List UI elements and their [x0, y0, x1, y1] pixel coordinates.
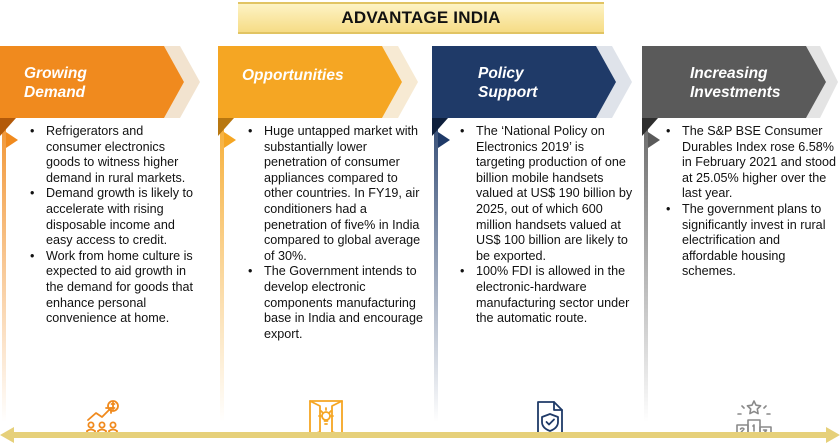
heading-line: Policy: [478, 65, 524, 82]
bullet-item: The ‘National Policy on Electronics 2019…: [456, 124, 636, 264]
page-title: ADVANTAGE INDIA: [341, 8, 501, 27]
heading-line: Growing: [24, 65, 87, 82]
column-policy-support: Policy Support The ‘National Policy on E…: [432, 44, 632, 434]
column-frame: [432, 46, 632, 422]
heading-line: Demand: [24, 84, 86, 101]
bullet-list: The S&P BSE Consumer Durables Index rose…: [662, 124, 838, 280]
bullet-item: Refrigerators and consumer electronics g…: [26, 124, 202, 186]
bullet-item: Work from home culture is expected to ai…: [26, 249, 202, 327]
column-frame: [218, 46, 418, 422]
bullet-item: Huge untapped market with substantially …: [244, 124, 424, 264]
heading-line: Support: [478, 84, 538, 101]
growth-people-icon: [86, 400, 119, 437]
bullet-item: The S&P BSE Consumer Durables Index rose…: [662, 124, 838, 202]
column-frame: [0, 46, 200, 422]
heading-line: Increasing: [690, 65, 768, 82]
column-heading: Policy Support: [478, 64, 618, 102]
column-growing-demand: Growing Demand Refrigerators and consume…: [0, 44, 200, 434]
title-band: [238, 2, 604, 34]
column-heading: Increasing Investments: [690, 64, 820, 102]
column-frame: [642, 46, 838, 422]
bullet-item: The Government intends to develop electr…: [244, 264, 424, 342]
column-heading: Opportunities: [242, 66, 382, 85]
bottom-double-arrow: [0, 427, 840, 443]
heading-line: Investments: [690, 84, 781, 101]
column-increasing-investments: Increasing Investments The S&P BSE Consu…: [642, 44, 838, 434]
bullet-list: Huge untapped market with substantially …: [244, 124, 424, 342]
bullet-item: The government plans to significantly in…: [662, 202, 838, 280]
bullet-item: 100% FDI is allowed in the electronic-ha…: [456, 264, 636, 326]
column-heading: Growing Demand: [24, 64, 164, 102]
policy-document-icon: [537, 401, 563, 435]
bullet-list: Refrigerators and consumer electronics g…: [26, 124, 202, 327]
heading-line: Opportunities: [242, 67, 344, 84]
bullet-list: The ‘National Policy on Electronics 2019…: [456, 124, 636, 327]
column-opportunities: Opportunities Huge untapped market with …: [218, 44, 423, 434]
bullet-item: Demand growth is likely to accelerate wi…: [26, 186, 202, 248]
